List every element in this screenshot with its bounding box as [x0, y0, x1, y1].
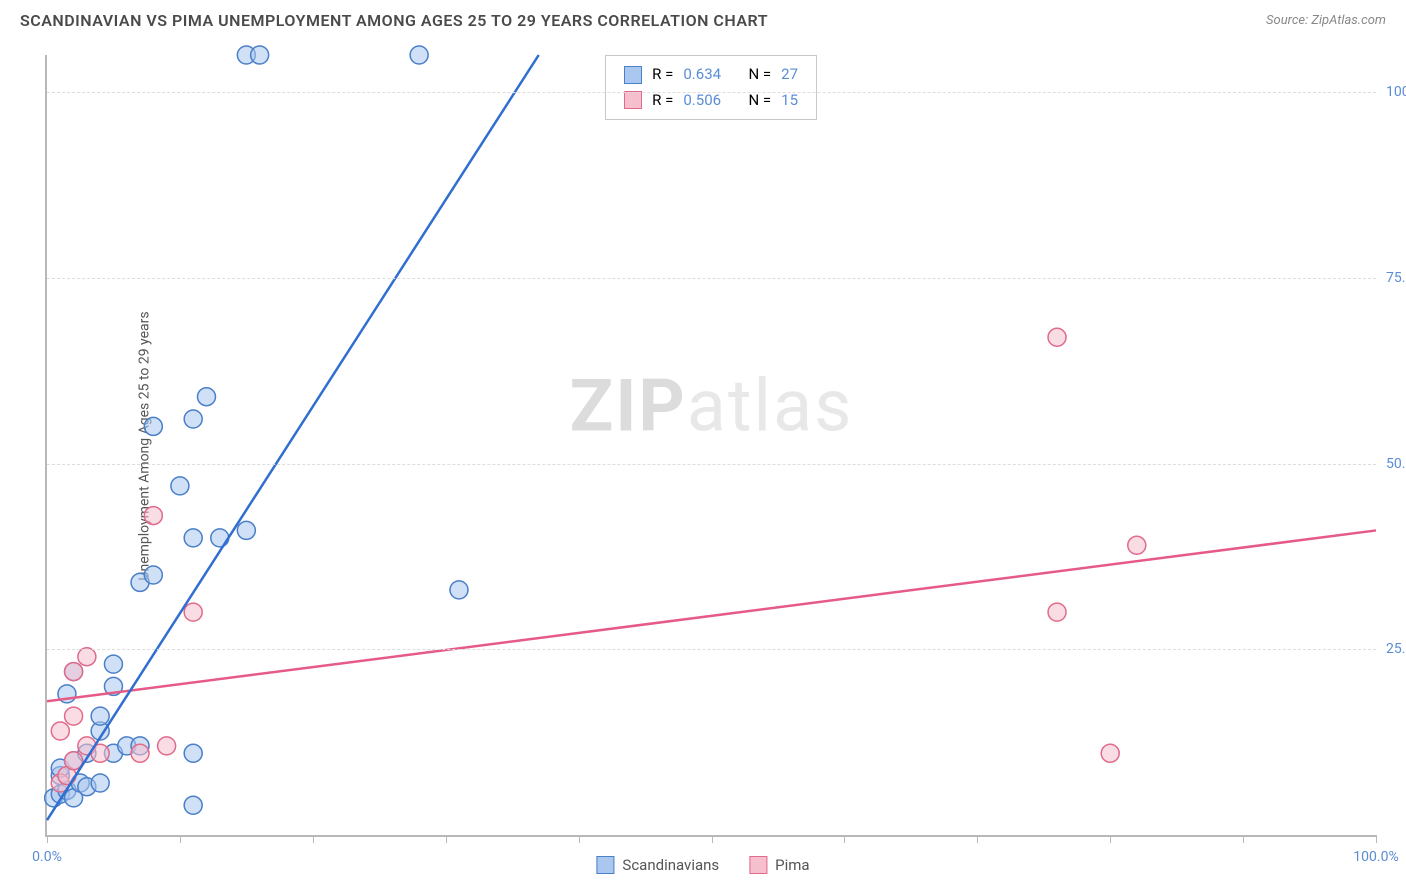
xtick — [579, 835, 580, 843]
correlation-stats-box: R = 0.634 N = 27 R = 0.506 N = 15 — [605, 55, 817, 120]
stats-row-scandinavians: R = 0.634 N = 27 — [624, 62, 798, 88]
xtick-label: 100.0% — [1353, 849, 1398, 865]
r-value-scan: 0.634 — [683, 62, 721, 88]
n-label: N = — [749, 62, 772, 88]
source-label: Source: ZipAtlas.com — [1266, 13, 1386, 28]
ytick-label: 100.0% — [1386, 84, 1406, 100]
chart-plot-area: ZIPatlas R = 0.634 N = 27 R = 0.506 N = … — [45, 55, 1376, 837]
gridline — [47, 464, 1376, 465]
legend-label-pima: Pima — [775, 856, 809, 874]
legend-label-scandinavians: Scandinavians — [622, 856, 719, 874]
scatter-svg — [47, 55, 1376, 835]
xtick-label: 0.0% — [32, 849, 62, 865]
xtick — [1243, 835, 1244, 843]
r-label: R = — [652, 62, 673, 88]
legend-item-scandinavians: Scandinavians — [596, 856, 719, 874]
gridline — [47, 649, 1376, 650]
ytick-label: 50.0% — [1386, 456, 1406, 472]
swatch-scandinavians — [624, 66, 642, 84]
xtick — [977, 835, 978, 843]
xtick — [712, 835, 713, 843]
n-value-scan: 27 — [781, 62, 798, 88]
xtick — [47, 835, 48, 843]
legend-swatch-pima — [749, 856, 767, 874]
xtick — [844, 835, 845, 843]
chart-title: SCANDINAVIAN VS PIMA UNEMPLOYMENT AMONG … — [20, 11, 768, 30]
legend-item-pima: Pima — [749, 856, 809, 874]
xtick — [1110, 835, 1111, 843]
bottom-legend: Scandinavians Pima — [596, 856, 809, 874]
xtick — [180, 835, 181, 843]
swatch-pima — [624, 91, 642, 109]
ytick-label: 75.0% — [1386, 270, 1406, 286]
gridline — [47, 92, 1376, 93]
xtick — [313, 835, 314, 843]
xtick — [446, 835, 447, 843]
ytick-label: 25.0% — [1386, 641, 1406, 657]
legend-swatch-scandinavians — [596, 856, 614, 874]
gridline — [47, 278, 1376, 279]
xtick — [1376, 835, 1377, 843]
